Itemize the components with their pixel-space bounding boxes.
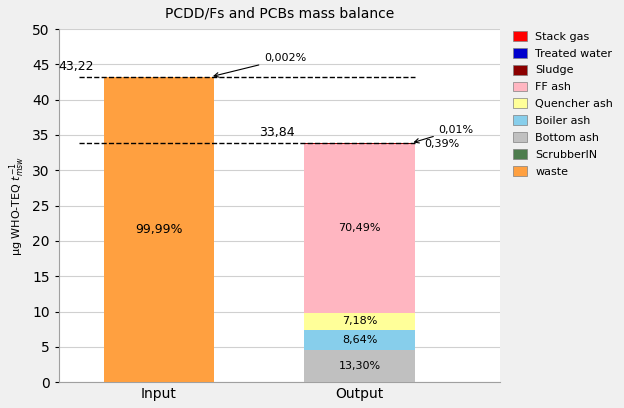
Text: 99,99%: 99,99% [135, 223, 183, 236]
Text: 70,49%: 70,49% [338, 224, 381, 233]
Legend: Stack gas, Treated water, Sludge, FF ash, Quencher ash, Boiler ash, Bottom ash, : Stack gas, Treated water, Sludge, FF ash… [510, 28, 617, 180]
Text: 8,64%: 8,64% [342, 335, 378, 345]
Text: 13,30%: 13,30% [338, 361, 381, 371]
Text: 7,18%: 7,18% [342, 316, 378, 326]
Text: 0,01%: 0,01% [414, 124, 474, 143]
Text: 43,22: 43,22 [59, 60, 94, 73]
Bar [104, 77, 214, 382]
Text: 0,39%: 0,39% [425, 139, 460, 149]
Bar [305, 330, 415, 350]
Bar [305, 350, 415, 382]
Title: PCDD/Fs and PCBs mass balance: PCDD/Fs and PCBs mass balance [165, 7, 394, 21]
Text: 33,84: 33,84 [259, 126, 295, 139]
Bar [305, 144, 415, 313]
Y-axis label: μg WHO-TEQ $t_{msw}^{-1}$: μg WHO-TEQ $t_{msw}^{-1}$ [7, 155, 27, 256]
Bar [305, 313, 415, 330]
Text: 0,002%: 0,002% [214, 53, 306, 77]
Bar [305, 143, 415, 144]
